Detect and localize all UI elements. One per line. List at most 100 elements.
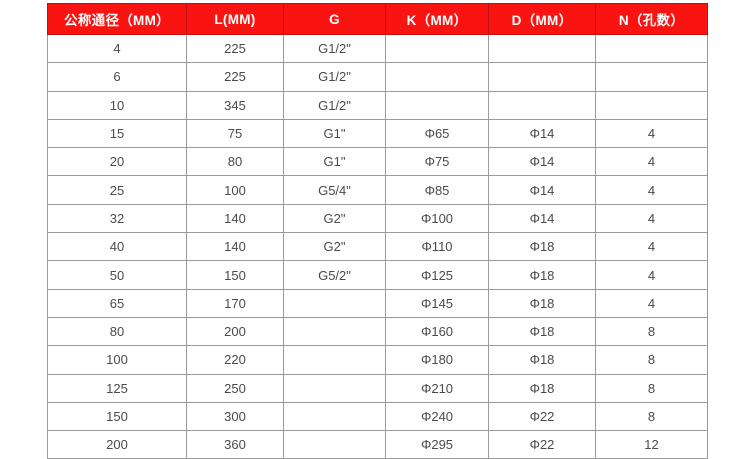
cell-hole-count: 4 [595, 203, 708, 234]
cell-hole-count: 4 [595, 260, 708, 290]
cell-k: Φ240 [385, 401, 489, 432]
table-row: 150 300 Φ240 Φ22 8 [47, 401, 708, 432]
column-header-hole-count: N（孔数） [595, 3, 708, 35]
cell-k: Φ65 [385, 118, 489, 149]
cell-k: Φ125 [385, 260, 489, 290]
valve-dimension-spec-table: 公称通径（MM） L(MM) G K（MM） D（MM） N（孔数） 4 225 G… [47, 3, 708, 459]
cell-thread: G1" [283, 147, 386, 177]
cell-hole-count: 4 [595, 232, 708, 262]
cell-nominal-diameter: 150 [47, 401, 187, 432]
column-header-nominal-diameter: 公称通径（MM） [47, 3, 187, 35]
column-header-thread: G [283, 3, 386, 35]
cell-thread: G5/2" [283, 260, 386, 290]
cell-k [385, 33, 489, 64]
cell-k: Φ210 [385, 373, 489, 403]
cell-d: Φ18 [488, 345, 596, 375]
cell-hole-count: 4 [595, 175, 708, 205]
cell-length: 345 [186, 90, 284, 120]
cell-k: Φ100 [385, 203, 489, 234]
cell-thread [283, 373, 386, 403]
column-header-d: D（MM） [488, 3, 596, 35]
cell-nominal-diameter: 20 [47, 147, 187, 177]
cell-length: 75 [186, 118, 284, 149]
cell-length: 80 [186, 147, 284, 177]
cell-thread [283, 345, 386, 375]
cell-length: 140 [186, 203, 284, 234]
cell-length: 140 [186, 232, 284, 262]
cell-nominal-diameter: 4 [47, 33, 187, 64]
cell-d: Φ14 [488, 175, 596, 205]
column-header-k: K（MM） [385, 3, 489, 35]
cell-nominal-diameter: 40 [47, 232, 187, 262]
cell-thread: G5/4" [283, 175, 386, 205]
table-header: 公称通径（MM） L(MM) G K（MM） D（MM） N（孔数） [47, 3, 708, 35]
cell-length: 300 [186, 401, 284, 432]
cell-nominal-diameter: 125 [47, 373, 187, 403]
cell-thread: G1/2" [283, 62, 386, 92]
spec-table-container: 公称通径（MM） L(MM) G K（MM） D（MM） N（孔数） 4 225 G… [47, 3, 708, 459]
cell-length: 100 [186, 175, 284, 205]
table-row: 100 220 Φ180 Φ18 8 [47, 345, 708, 375]
cell-thread [283, 401, 386, 432]
cell-d [488, 90, 596, 120]
table-row: 80 200 Φ160 Φ18 8 [47, 316, 708, 347]
cell-thread: G1/2" [283, 90, 386, 120]
cell-hole-count: 4 [595, 288, 708, 318]
cell-d: Φ18 [488, 316, 596, 347]
column-header-length: L(MM) [186, 3, 284, 35]
cell-nominal-diameter: 6 [47, 62, 187, 92]
table-row: 40 140 G2" Φ110 Φ18 4 [47, 232, 708, 262]
cell-k: Φ180 [385, 345, 489, 375]
cell-length: 150 [186, 260, 284, 290]
cell-k: Φ110 [385, 232, 489, 262]
cell-hole-count [595, 33, 708, 64]
cell-length: 220 [186, 345, 284, 375]
cell-nominal-diameter: 50 [47, 260, 187, 290]
cell-nominal-diameter: 15 [47, 118, 187, 149]
cell-k [385, 90, 489, 120]
cell-thread: G2" [283, 232, 386, 262]
cell-thread [283, 288, 386, 318]
cell-hole-count: 8 [595, 373, 708, 403]
cell-k: Φ160 [385, 316, 489, 347]
cell-d: Φ14 [488, 118, 596, 149]
cell-hole-count: 8 [595, 316, 708, 347]
cell-nominal-diameter: 100 [47, 345, 187, 375]
table-row: 6 225 G1/2" [47, 62, 708, 92]
cell-length: 250 [186, 373, 284, 403]
cell-d [488, 33, 596, 64]
cell-d: Φ18 [488, 373, 596, 403]
cell-length: 225 [186, 62, 284, 92]
cell-hole-count [595, 90, 708, 120]
table-row: 10 345 G1/2" [47, 90, 708, 120]
cell-nominal-diameter: 80 [47, 316, 187, 347]
cell-nominal-diameter: 32 [47, 203, 187, 234]
cell-nominal-diameter: 25 [47, 175, 187, 205]
cell-d: Φ18 [488, 260, 596, 290]
table-header-row: 公称通径（MM） L(MM) G K（MM） D（MM） N（孔数） [47, 3, 708, 35]
table-row: 20 80 G1" Φ75 Φ14 4 [47, 147, 708, 177]
table-row: 25 100 G5/4" Φ85 Φ14 4 [47, 175, 708, 205]
cell-nominal-diameter: 10 [47, 90, 187, 120]
cell-hole-count [595, 62, 708, 92]
cell-hole-count: 4 [595, 147, 708, 177]
cell-length: 225 [186, 33, 284, 64]
cell-k: Φ75 [385, 147, 489, 177]
cell-hole-count: 8 [595, 345, 708, 375]
cell-nominal-diameter: 65 [47, 288, 187, 318]
cell-k: Φ145 [385, 288, 489, 318]
cell-d [488, 62, 596, 92]
cell-hole-count: 8 [595, 401, 708, 432]
cell-length: 170 [186, 288, 284, 318]
table-row: 50 150 G5/2" Φ125 Φ18 4 [47, 260, 708, 290]
table-row: 32 140 G2" Φ100 Φ14 4 [47, 203, 708, 234]
table-row: 125 250 Φ210 Φ18 8 [47, 373, 708, 403]
table-row: 4 225 G1/2" [47, 33, 708, 64]
cell-d: Φ22 [488, 401, 596, 432]
cell-k [385, 62, 489, 92]
cell-hole-count: 4 [595, 118, 708, 149]
cell-thread: G2" [283, 203, 386, 234]
cell-thread: G1/2" [283, 33, 386, 64]
cell-thread [283, 316, 386, 347]
cell-thread: G1" [283, 118, 386, 149]
